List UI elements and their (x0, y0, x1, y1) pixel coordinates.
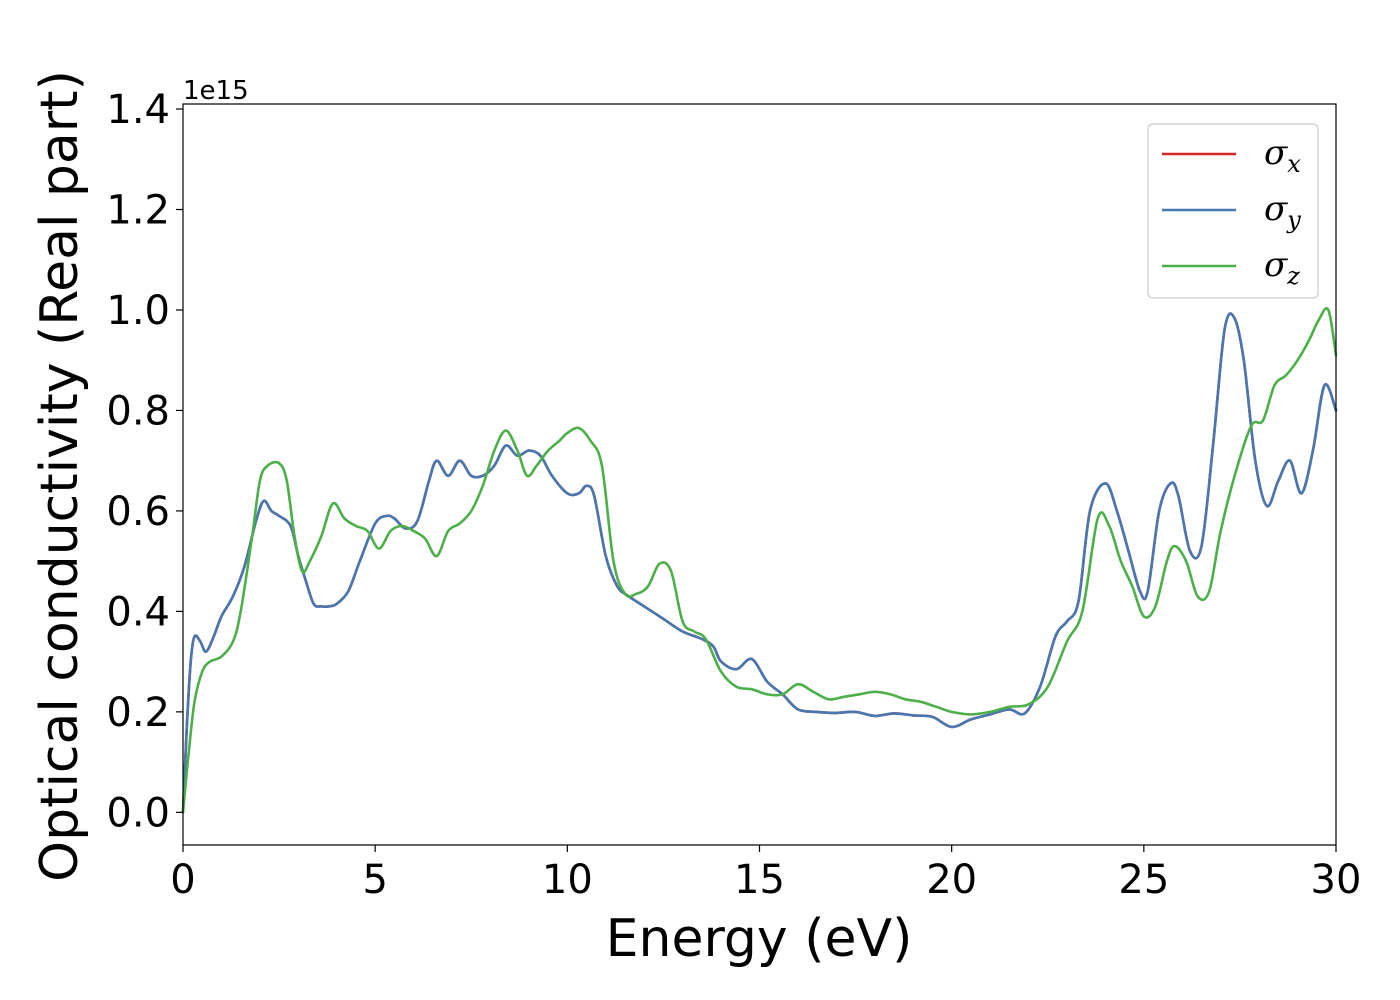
x-tick-label: 30 (1311, 857, 1362, 903)
plot-lines (181, 307, 1338, 814)
legend-label-x: σx (1264, 133, 1301, 178)
y-axis-ticks: 0.0 0.2 0.4 0.6 0.8 1.0 1.2 1.4 (106, 87, 183, 836)
y-tick-label: 0.0 (106, 790, 170, 836)
x-axis-ticks: 0 5 10 15 20 25 30 (170, 845, 1361, 903)
y-tick-label: 0.6 (106, 489, 170, 535)
x-tick-label: 20 (926, 857, 977, 903)
series-line-x (181, 312, 1338, 814)
y-tick-label: 0.2 (106, 690, 170, 736)
y-tick-label: 0.8 (106, 388, 170, 434)
y-tick-label: 0.4 (106, 589, 170, 635)
series-line-y (181, 312, 1338, 814)
x-tick-label: 0 (170, 857, 195, 903)
legend-subscript: z (1286, 262, 1300, 290)
x-tick-label: 5 (362, 857, 387, 903)
series-line-z (181, 307, 1338, 814)
y-offset-label: 1e15 (183, 76, 249, 106)
y-tick-label: 1.0 (106, 288, 170, 334)
legend-subscript: y (1286, 206, 1301, 234)
y-tick-label: 1.2 (106, 187, 170, 233)
x-tick-label: 15 (734, 857, 785, 903)
legend-label-y: σy (1264, 189, 1301, 234)
x-tick-label: 10 (542, 857, 593, 903)
x-tick-label: 25 (1118, 857, 1169, 903)
x-axis-label: Energy (eV) (606, 909, 913, 969)
legend-subscript: x (1287, 150, 1301, 178)
y-axis-label: Optical conductivity (Real part) (30, 70, 90, 882)
y-tick-label: 1.4 (106, 87, 170, 133)
